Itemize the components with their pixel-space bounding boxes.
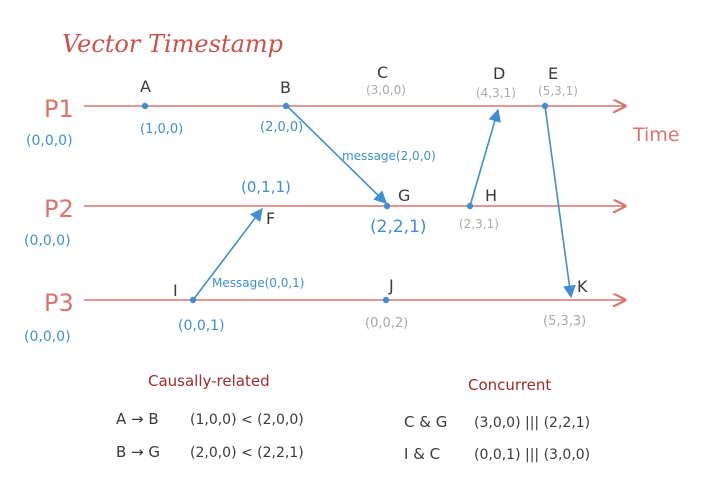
concurrent-relation-2: (0,0,1) ||| (3,0,0) — [474, 447, 590, 463]
event-label-a: A — [140, 77, 151, 96]
timestamp-k: (5,3,3) — [543, 314, 586, 329]
event-label-e: E — [548, 64, 558, 83]
diagram-title: Vector Timestamp — [62, 30, 283, 58]
message-label-i-to-f: Message(0,0,1) — [212, 276, 305, 290]
process-init-p3: (0,0,0) — [24, 329, 71, 345]
message-arrow-i-to-f — [192, 207, 263, 301]
timestamp-f: (0,1,1) — [241, 178, 291, 196]
event-dot-e — [541, 102, 549, 110]
time-axis-label: Time — [632, 124, 680, 146]
event-label-f: F — [266, 209, 275, 228]
concurrent-pair-1: C & G — [404, 413, 447, 431]
event-dot-a — [141, 102, 149, 110]
causal-relation-2: (2,0,0) < (2,2,1) — [190, 445, 304, 461]
event-dot-j — [382, 296, 390, 304]
timestamp-c: (3,0,0) — [366, 83, 406, 97]
timestamp-a: (1,0,0) — [140, 122, 183, 137]
event-dot-b — [282, 102, 290, 110]
event-dot-g — [383, 202, 391, 210]
timestamp-h: (2,3,1) — [459, 217, 499, 231]
process-label-p2: P2 — [44, 195, 74, 223]
concurrent-heading: Concurrent — [468, 376, 551, 394]
event-label-c: C — [377, 63, 388, 82]
timestamp-b: (2,0,0) — [260, 120, 303, 135]
process-init-p2: (0,0,0) — [24, 233, 71, 249]
event-label-i: I — [173, 281, 178, 300]
causal-pair-1: A → B — [116, 410, 159, 428]
timestamp-g: (2,2,1) — [370, 217, 427, 237]
process-init-p1: (0,0,0) — [26, 133, 73, 149]
process-label-p1: P1 — [44, 95, 74, 123]
event-label-h: H — [485, 186, 497, 205]
timestamp-e: (5,3,1) — [538, 84, 578, 98]
causal-relation-1: (1,0,0) < (2,0,0) — [190, 412, 304, 428]
event-label-j: J — [388, 276, 394, 295]
concurrent-pair-2: I & C — [404, 445, 440, 463]
event-dot-h — [466, 202, 474, 210]
causal-heading: Causally-related — [148, 372, 270, 390]
event-label-k: K — [577, 277, 588, 296]
causal-pair-2: B → G — [116, 443, 160, 461]
message-arrow-b-to-g — [286, 105, 387, 204]
message-label-b-to-g: message(2,0,0) — [342, 149, 436, 163]
concurrent-relation-1: (3,0,0) ||| (2,2,1) — [474, 415, 590, 431]
event-dot-i — [189, 296, 197, 304]
timestamp-i: (0,0,1) — [178, 318, 225, 334]
message-arrow-e-to-k — [544, 105, 576, 299]
process-label-p3: P3 — [44, 289, 74, 317]
event-label-b: B — [280, 78, 291, 97]
timestamp-j: (0,0,2) — [365, 316, 408, 331]
timestamp-d: (4,3,1) — [476, 86, 516, 100]
event-label-g: G — [398, 186, 410, 205]
message-arrow-h-to-d — [469, 108, 501, 207]
event-label-d: D — [493, 64, 505, 83]
